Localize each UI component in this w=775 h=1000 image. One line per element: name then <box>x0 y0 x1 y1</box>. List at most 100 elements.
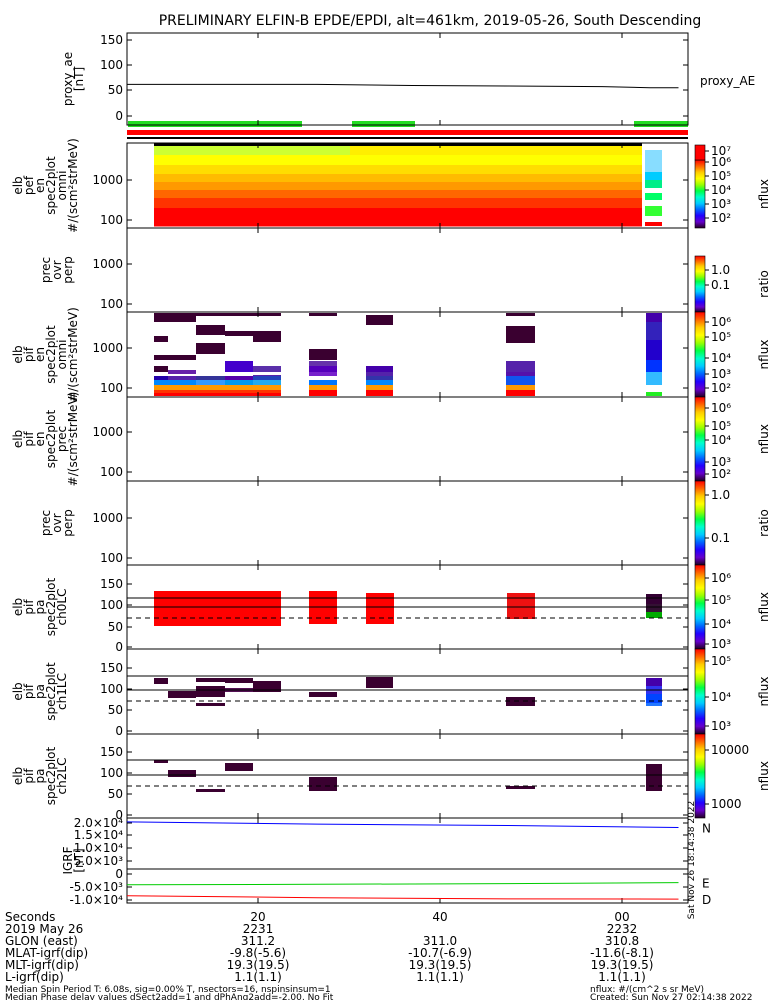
ytick-label: 1000 <box>92 425 123 439</box>
spectrogram-cell <box>595 182 642 191</box>
spectrogram-cell <box>154 174 203 183</box>
spectrogram-cell <box>646 594 662 604</box>
spectrogram-cell <box>595 145 642 156</box>
footnote-left: Median Spin Period T: 6.08s, sig=0.00% T… <box>5 985 331 995</box>
spectrogram-cell <box>366 376 393 380</box>
footer-label: L-igrf(dip) <box>5 970 64 984</box>
spectrogram-cell <box>497 198 546 209</box>
spectrogram-cell <box>252 198 301 209</box>
ytick-label: 100 <box>100 297 123 311</box>
ylabel-line: #/(scm²strMeV) <box>66 138 80 233</box>
spectrogram-cell <box>253 366 281 372</box>
spectrogram-cell <box>168 316 196 322</box>
spectrogram-cell <box>203 145 252 156</box>
ytick-label: 100 <box>100 213 123 227</box>
spectrogram-cell <box>646 694 662 703</box>
footer-value: 19.3(19.5) <box>409 958 472 972</box>
ylabel-line: elb <box>11 430 25 448</box>
spectrogram-cell <box>203 218 252 227</box>
spectrogram-cell <box>350 165 399 175</box>
panel-frame-elb_pif_pa_ch2 <box>126 733 689 819</box>
spectrogram-cell <box>366 385 393 390</box>
proxy-ae-legend: proxy_AE <box>700 74 755 88</box>
spectrogram-cell <box>366 372 393 376</box>
spectrogram-cell <box>645 216 662 222</box>
spectrogram-cell <box>154 218 203 227</box>
spectrogram-cell <box>252 218 301 227</box>
spectrogram-cell <box>399 190 448 199</box>
spectrogram-cell <box>154 390 281 393</box>
colorbar-label: nflux <box>757 761 771 791</box>
spectrogram-cell <box>506 697 535 706</box>
spectrogram-cell <box>366 677 393 688</box>
spectrogram-cell <box>595 165 642 175</box>
ytick-label: 50 <box>108 787 123 801</box>
status-bar-green <box>128 121 302 127</box>
proxy-ae-line <box>127 83 679 89</box>
igrf-series-label: D <box>702 893 711 907</box>
spectrogram-cell <box>366 380 393 385</box>
footnote-right: nflux: #/(cm^2 s sr MeV) <box>590 985 704 995</box>
footer-value: 311.0 <box>423 934 457 948</box>
ylabel-line: pif <box>22 346 36 362</box>
spectrogram-cell <box>154 313 168 322</box>
spectrogram-cell <box>253 313 281 316</box>
ytick-label: 0 <box>115 808 123 822</box>
colorbar-tick-label: 10⁵ <box>711 169 731 183</box>
ylabel-line: spec2plot <box>44 325 58 384</box>
spectrogram-cell <box>309 313 337 316</box>
spectrogram-cell <box>301 218 350 227</box>
colorbar-label: nflux <box>757 340 771 370</box>
spectrogram-cell <box>399 218 448 227</box>
colorbar-tick-label: 10⁶ <box>711 401 731 415</box>
spectrogram-cell <box>203 190 252 199</box>
spectrogram-cell <box>645 222 662 226</box>
spectrogram-cell <box>595 155 642 166</box>
spectrogram-cell <box>301 155 350 166</box>
spectrogram-cell <box>366 366 393 372</box>
footnote-left: Median Phase delay values dSect2add=1 an… <box>5 993 334 1000</box>
footer-value: 2231 <box>243 922 274 936</box>
footer-value: 20 <box>250 910 265 924</box>
spectrogram-cell <box>252 208 301 219</box>
spectrogram-cell <box>448 155 497 166</box>
ylabel-line: pa <box>33 684 47 699</box>
spectrogram-cell <box>350 182 399 191</box>
spectrogram-cell <box>225 361 253 372</box>
footer-value: 310.8 <box>605 934 639 948</box>
spectrogram-cell <box>196 343 225 354</box>
ytick-label: 1000 <box>92 173 123 187</box>
colorbar-label: ratio <box>757 509 771 537</box>
spectrogram-cell <box>645 172 662 180</box>
footer-value: -10.7(-6.9) <box>408 946 472 960</box>
spectrogram-cell <box>366 390 393 396</box>
colorbar-tick-label: 0.1 <box>711 278 730 292</box>
spectrogram-cell <box>497 190 546 199</box>
spectrogram-cell <box>645 206 662 216</box>
spectrogram-cell <box>350 218 399 227</box>
ytick-label: 150 <box>100 577 123 591</box>
footer-value: -9.8(-5.6) <box>230 946 286 960</box>
ytick-label: 100 <box>100 381 123 395</box>
colorbar-tick-label: 10⁴ <box>711 690 731 704</box>
colorbar-tick-label: 10⁴ <box>711 183 731 197</box>
ylabel-line: pa <box>33 769 47 784</box>
ytick-label: 0 <box>115 724 123 738</box>
status-bar-green <box>352 121 415 127</box>
footer-value: -11.6(-8.1) <box>590 946 654 960</box>
spectrogram-cell <box>448 165 497 175</box>
ylabel-line: pif <box>22 599 36 615</box>
ytick-label: 0 <box>115 640 123 654</box>
spectrogram-cell <box>225 763 253 771</box>
colorbar-tick-label: 10³ <box>711 719 731 733</box>
footer-value: 19.3(19.5) <box>591 958 654 972</box>
spectrogram-cell <box>350 155 399 166</box>
ytick-label: 1.0×10⁴ <box>74 841 123 855</box>
ylabel-line: ch1LC <box>55 673 69 710</box>
colorbar-tick-label: 10⁷ <box>711 144 731 158</box>
spectrogram-cell <box>301 198 350 209</box>
spectrogram-cell <box>448 145 497 156</box>
spectrogram-cell <box>646 322 662 340</box>
footer-value: 2232 <box>607 922 638 936</box>
footer-value: 311.2 <box>241 934 275 948</box>
